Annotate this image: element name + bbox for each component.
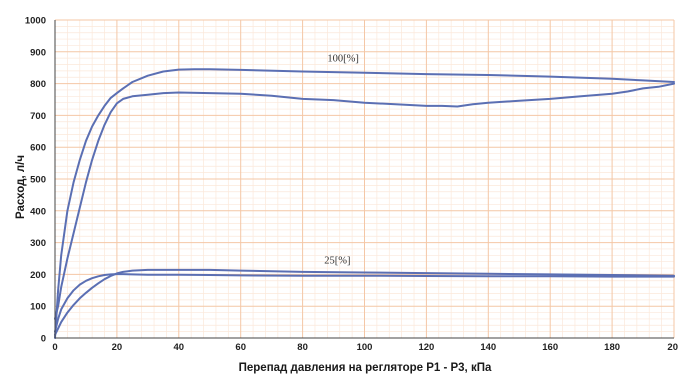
- x-tick-label: 40: [174, 342, 185, 353]
- series-line-4: [54, 268, 675, 336]
- y-tick-label: 600: [30, 143, 46, 154]
- y-tick-label: 200: [30, 270, 46, 281]
- x-axis-title: Перепад давления на регляторе P1 - P3, к…: [239, 362, 492, 374]
- x-tick-label: 20: [667, 342, 678, 353]
- x-tick-label: 120: [418, 342, 434, 353]
- y-tick-label: 700: [30, 111, 46, 122]
- series-layer: [54, 68, 675, 339]
- series-annotation: 100[%]: [327, 53, 359, 64]
- y-tick-labels: 0 100 200 300 400 500 600 700 800 900 1000: [25, 16, 46, 345]
- series-line-3: [54, 273, 675, 333]
- y-tick-label: 100: [30, 302, 46, 313]
- x-tick-label: 20: [112, 342, 123, 353]
- x-tick-label: 160: [542, 342, 558, 353]
- x-tick-label: 60: [235, 342, 246, 353]
- x-tick-label: 80: [297, 342, 308, 353]
- x-tick-label: 0: [52, 342, 57, 353]
- y-tick-label: 500: [30, 175, 46, 186]
- y-tick-label: 400: [30, 206, 46, 217]
- y-axis-title: Расход, л/ч: [15, 155, 27, 219]
- series-line-1: [54, 68, 675, 339]
- x-tick-label: 180: [604, 342, 620, 353]
- y-tick-label: 0: [41, 334, 46, 345]
- series-annotation: 25[%]: [324, 255, 350, 266]
- y-tick-label: 300: [30, 238, 46, 249]
- axes: [54, 20, 674, 339]
- x-tick-labels: 0 20 40 60 80 100 120 140 160 180 20: [52, 342, 678, 353]
- y-tick-label: 800: [30, 79, 46, 90]
- series-line-2: [54, 82, 675, 320]
- x-tick-label: 140: [480, 342, 496, 353]
- y-tick-label: 1000: [25, 16, 46, 27]
- x-tick-label: 100: [357, 342, 373, 353]
- y-tick-label: 900: [30, 47, 46, 58]
- annotations: 100[%] 25[%]: [324, 53, 359, 266]
